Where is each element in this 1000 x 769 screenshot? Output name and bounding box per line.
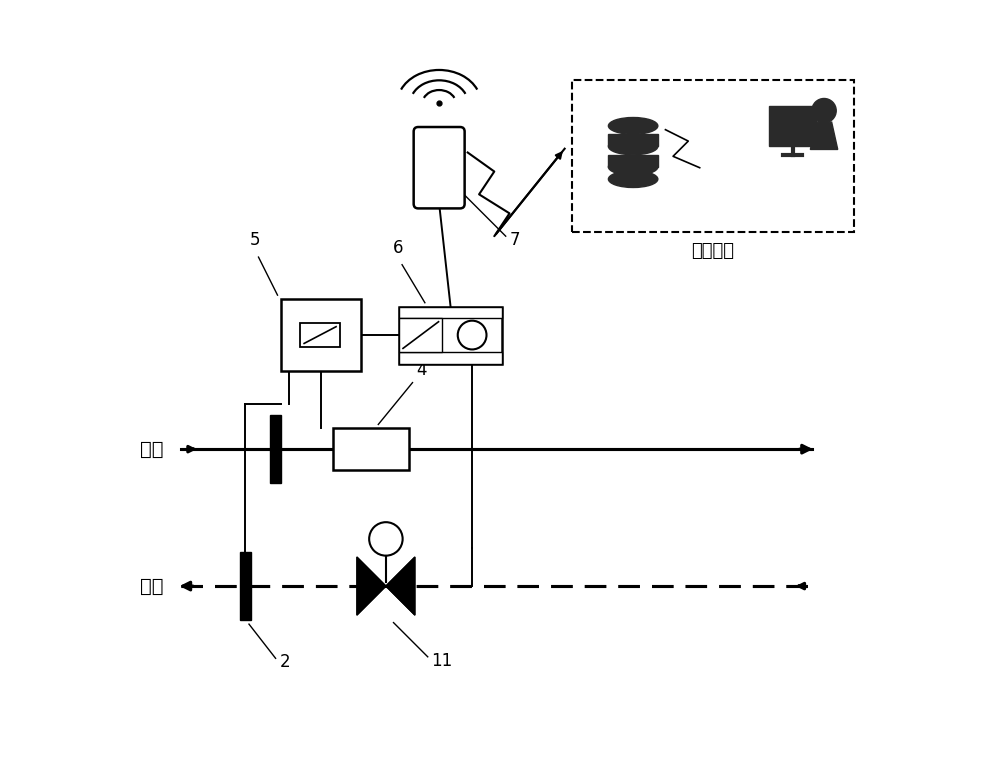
Text: 7: 7 [510, 231, 520, 249]
Circle shape [812, 98, 836, 123]
Bar [281, 299, 361, 371]
Ellipse shape [608, 118, 658, 135]
Bar [608, 155, 658, 167]
Bar [608, 135, 658, 146]
Polygon shape [810, 122, 838, 149]
Bar [399, 318, 442, 352]
Bar [300, 323, 340, 348]
Bar [270, 415, 281, 484]
Text: 服务器: 服务器 [619, 188, 647, 203]
Bar [240, 552, 251, 621]
Text: 2: 2 [279, 653, 290, 671]
Ellipse shape [608, 138, 658, 155]
Circle shape [458, 321, 486, 349]
Polygon shape [386, 558, 415, 615]
Text: 回水: 回水 [140, 577, 163, 595]
FancyBboxPatch shape [414, 127, 465, 208]
Bar [399, 307, 502, 364]
Bar [333, 428, 409, 470]
Text: 供水: 供水 [140, 440, 163, 458]
Ellipse shape [608, 171, 658, 188]
Text: 显示终端: 显示终端 [782, 188, 819, 203]
Text: 5: 5 [249, 231, 260, 249]
Bar [769, 106, 816, 145]
Text: 11: 11 [432, 651, 453, 670]
Text: 监控平台: 监控平台 [691, 242, 734, 261]
Polygon shape [357, 558, 386, 615]
Bar [399, 307, 502, 318]
Bar [399, 352, 502, 364]
Text: 4: 4 [416, 361, 427, 379]
Bar [572, 80, 854, 232]
Ellipse shape [608, 158, 658, 175]
Text: 6: 6 [393, 239, 404, 257]
Circle shape [369, 522, 403, 556]
